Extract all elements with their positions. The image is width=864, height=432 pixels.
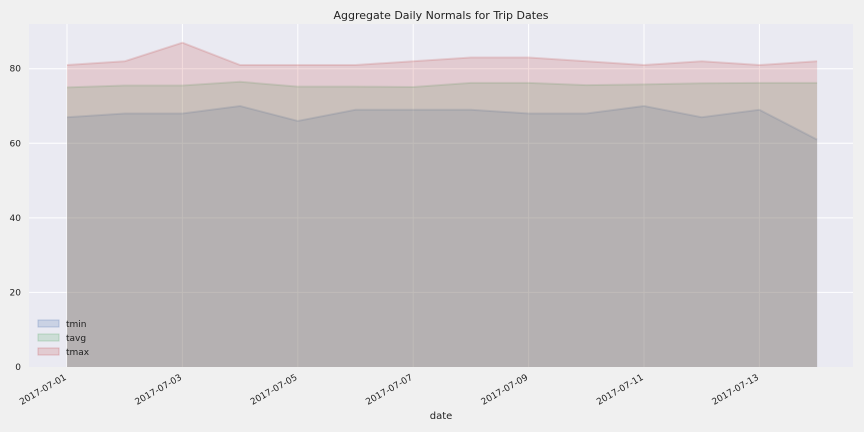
area-series	[66, 41, 818, 368]
line-tmin	[66, 105, 818, 141]
legend-label-tmin: tmin	[66, 320, 87, 330]
area-tavg	[67, 81, 818, 368]
line-tavg	[66, 80, 818, 89]
grid-lines	[29, 24, 853, 367]
y-tick-label: 80	[10, 65, 22, 75]
chart-title: Aggregate Daily Normals for Trip Dates	[334, 9, 549, 22]
x-tick-label: 2017-07-01	[18, 373, 68, 408]
line-tmax	[66, 41, 818, 67]
area-tmax	[67, 42, 818, 368]
y-tick-label: 20	[10, 288, 22, 298]
y-axis-ticks: 0 20 40 60 80	[10, 65, 22, 373]
legend-label-tavg: tavg	[66, 334, 86, 344]
x-axis-ticks: 2017-07-01 2017-07-03 2017-07-05 2017-07-07…	[18, 373, 761, 408]
x-tick-label: 2017-07-05	[249, 373, 299, 408]
x-tick-label: 2017-07-09	[480, 373, 531, 408]
y-tick-label: 0	[15, 363, 21, 373]
x-tick-label: 2017-07-03	[134, 373, 184, 408]
x-axis-label: date	[430, 411, 453, 422]
area-tmin	[67, 106, 818, 368]
x-tick-label: 2017-07-07	[364, 373, 414, 408]
legend-swatch-tmax	[37, 347, 60, 356]
legend: tmin tavg tmax	[37, 319, 90, 358]
legend-swatch-tmin	[37, 319, 60, 328]
y-tick-label: 60	[10, 139, 22, 149]
x-tick-label: 2017-07-11	[595, 373, 645, 408]
plot-background	[29, 24, 853, 367]
legend-swatch-tavg	[37, 333, 60, 342]
y-tick-label: 40	[10, 214, 22, 224]
legend-label-tmax: tmax	[66, 348, 90, 358]
x-tick-label: 2017-07-13	[711, 373, 761, 408]
